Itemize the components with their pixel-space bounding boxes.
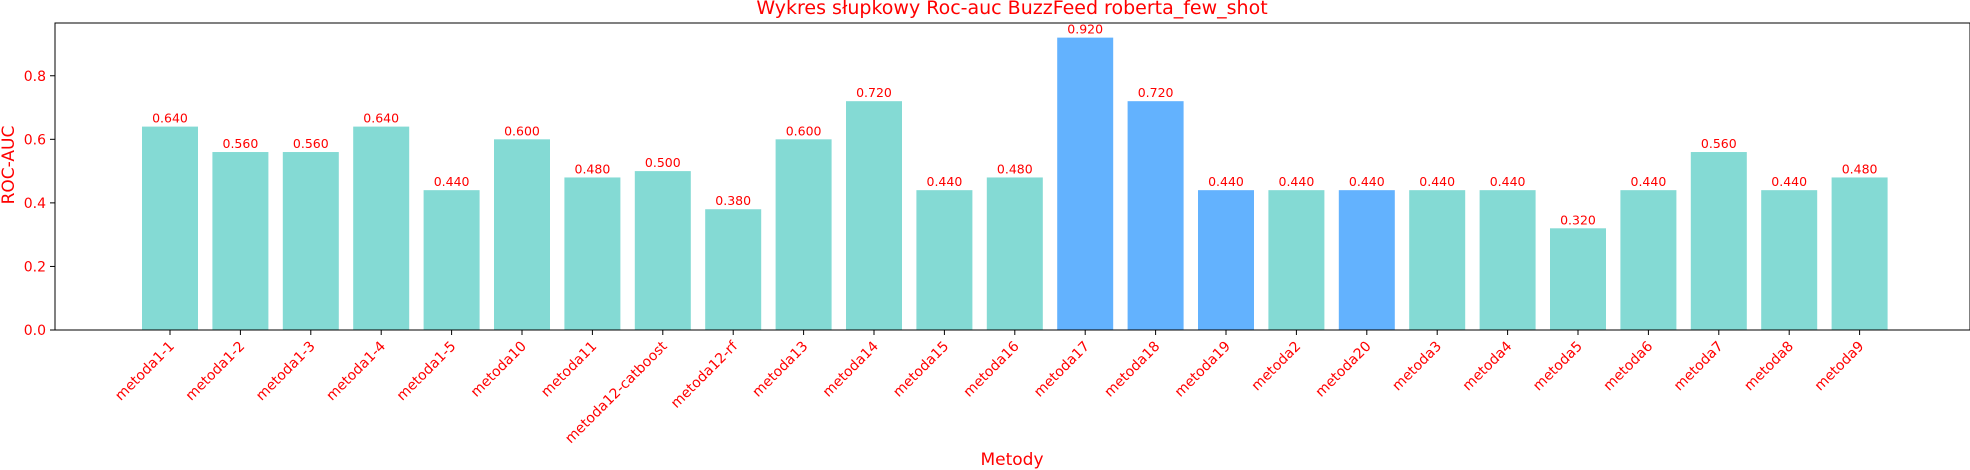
value-label-metoda12-catboost: 0.500	[645, 155, 681, 170]
x-tick-label-metoda1-4: metoda1-4	[324, 338, 390, 404]
bar-metoda14	[846, 101, 902, 331]
value-label-metoda7: 0.560	[1701, 136, 1737, 151]
x-tick-label-metoda10: metoda10	[468, 339, 530, 401]
x-tick-label-metoda19: metoda19	[1172, 339, 1234, 401]
value-label-metoda1-4: 0.640	[363, 111, 399, 126]
x-tick-label-metoda1-1: metoda1-1	[112, 339, 178, 405]
bar-metoda17	[1057, 37, 1114, 330]
bar-metoda1-4	[353, 126, 410, 330]
x-tick-label-metoda16: metoda16	[961, 338, 1023, 400]
bar-metoda12-rf	[705, 209, 762, 330]
y-axis-label: ROC-AUC	[0, 126, 19, 205]
bar-metoda2	[1268, 190, 1325, 330]
y-ticks-layer: 0.0 0.2 0.4 0.6 0.8	[24, 69, 55, 339]
value-label-metoda4: 0.440	[1490, 174, 1526, 189]
bar-metoda11	[564, 177, 621, 330]
value-label-metoda1-5: 0.440	[434, 174, 470, 189]
bar-metoda13	[775, 139, 832, 330]
value-label-metoda14: 0.720	[856, 85, 892, 100]
value-label-metoda1-2: 0.560	[223, 136, 259, 151]
x-tick-label-metoda1-5: metoda1-5	[394, 339, 460, 405]
bar-metoda1-5	[423, 190, 480, 330]
bars-layer	[142, 37, 1888, 331]
bar-metoda7	[1690, 152, 1747, 330]
value-label-metoda3: 0.440	[1419, 174, 1455, 189]
value-label-metoda19: 0.440	[1208, 174, 1244, 189]
bar-metoda10	[494, 139, 550, 330]
x-tick-label-metoda17: metoda17	[1031, 339, 1093, 401]
x-ticks-layer: metoda1-1 metoda1-2 metoda1-3 metoda1-4 meto…	[112, 330, 1867, 447]
bar-metoda1-1	[142, 126, 198, 330]
value-label-metoda11: 0.480	[575, 161, 611, 176]
x-tick-label-metoda3: metoda3	[1389, 339, 1445, 395]
bar-metoda15	[916, 190, 973, 330]
y-tick-label: 0.8	[24, 69, 46, 85]
x-tick-label-metoda6: metoda6	[1601, 338, 1657, 394]
bar-metoda20	[1338, 190, 1395, 330]
axes-layer	[54, 22, 1970, 331]
value-label-metoda6: 0.440	[1631, 174, 1667, 189]
value-label-metoda10: 0.600	[504, 123, 540, 138]
y-tick-label: 0.0	[24, 323, 46, 339]
value-label-metoda12-rf: 0.380	[715, 193, 751, 208]
bar-metoda5	[1550, 228, 1606, 330]
bar-metoda1-3	[282, 152, 339, 330]
bar-metoda1-2	[212, 152, 269, 330]
chart-title: Wykres słupkowy Roc-auc BuzzFeed roberta…	[756, 0, 1267, 19]
value-label-metoda9: 0.480	[1842, 161, 1878, 176]
value-label-metoda15: 0.440	[927, 174, 963, 189]
x-tick-label-metoda12-rf: metoda12-rf	[668, 338, 742, 412]
x-tick-label-metoda9: metoda9	[1812, 339, 1868, 395]
value-label-metoda18: 0.720	[1138, 85, 1174, 100]
y-tick-label: 0.4	[24, 196, 46, 212]
y-tick-label: 0.2	[24, 259, 46, 275]
value-label-metoda5: 0.320	[1560, 212, 1596, 227]
x-tick-label-metoda14: metoda14	[820, 338, 882, 400]
x-tick-label-metoda20: metoda20	[1313, 339, 1375, 401]
x-tick-label-metoda4: metoda4	[1460, 338, 1516, 394]
bar-metoda3	[1409, 190, 1466, 330]
value-label-metoda1-3: 0.560	[293, 136, 329, 151]
bar-metoda4	[1479, 190, 1536, 330]
x-tick-label-metoda15: metoda15	[890, 339, 952, 401]
x-tick-label-metoda5: metoda5	[1530, 339, 1586, 395]
value-label-metoda2: 0.440	[1279, 174, 1315, 189]
bar-metoda19	[1198, 190, 1254, 330]
bar-metoda6	[1620, 190, 1677, 330]
bar-metoda9	[1831, 177, 1888, 330]
value-labels-layer: 0.640 0.560 0.560 0.640 0.440 0.600 0.480 0.500…	[152, 22, 1877, 228]
value-label-metoda13: 0.600	[786, 123, 822, 138]
plot-frame	[54, 22, 1970, 331]
x-tick-label-metoda18: metoda18	[1101, 339, 1163, 401]
x-tick-label-metoda1-2: metoda1-2	[183, 339, 249, 405]
bar-metoda16	[986, 177, 1043, 330]
value-label-metoda1-1: 0.640	[152, 111, 188, 126]
value-label-metoda17: 0.920	[1067, 22, 1103, 37]
bar-metoda12-catboost	[634, 171, 691, 330]
bar-metoda8	[1761, 190, 1818, 330]
x-tick-label-metoda13: metoda13	[749, 339, 811, 401]
x-tick-label-metoda2: metoda2	[1249, 339, 1305, 395]
value-label-metoda8: 0.440	[1771, 174, 1807, 189]
value-label-metoda16: 0.480	[997, 161, 1033, 176]
x-tick-label-metoda7: metoda7	[1671, 339, 1727, 395]
value-label-metoda20: 0.440	[1349, 174, 1385, 189]
x-axis-label: Metody	[980, 450, 1043, 470]
x-tick-label-metoda1-3: metoda1-3	[253, 339, 319, 405]
x-tick-label-metoda11: metoda11	[538, 339, 600, 401]
y-tick-label: 0.6	[24, 132, 46, 148]
x-tick-label-metoda8: metoda8	[1741, 339, 1797, 395]
bar-metoda18	[1127, 101, 1184, 331]
